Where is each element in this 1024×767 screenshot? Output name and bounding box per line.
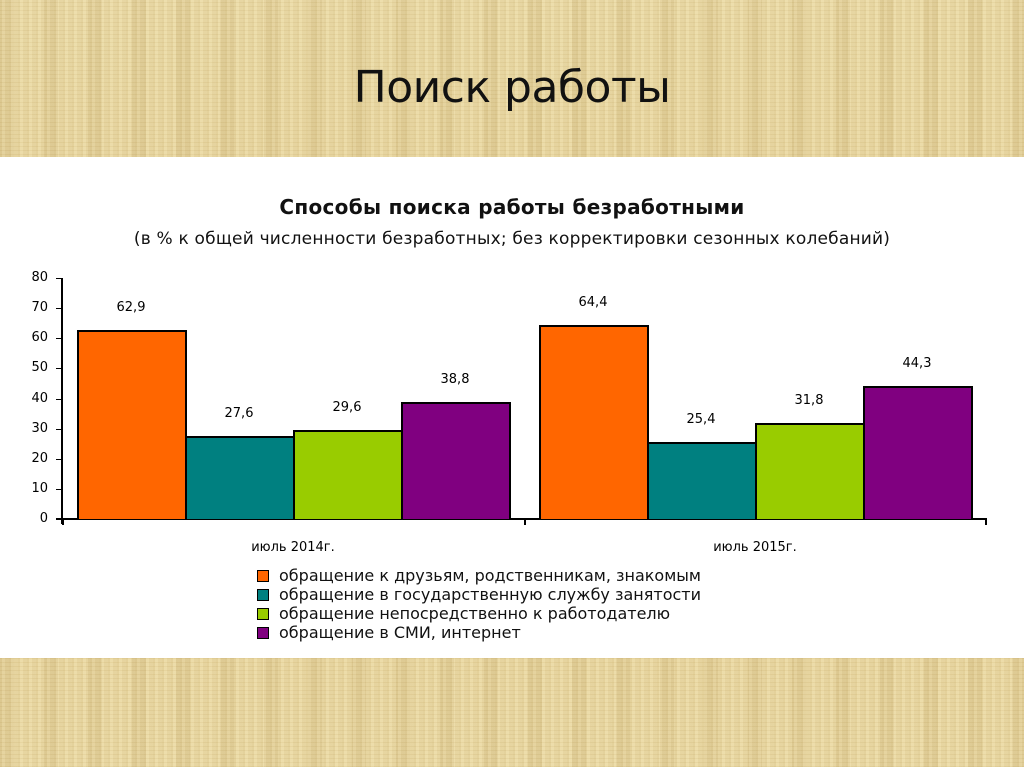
- bar-1-2: [185, 436, 295, 519]
- y-tick-label: 10: [31, 481, 48, 496]
- bar-value-label: 27,6: [224, 406, 254, 421]
- legend-swatch: [257, 588, 269, 601]
- y-axis: [61, 278, 63, 524]
- legend-item: обращение в СМИ, интернет: [257, 623, 701, 642]
- bar-1-1: [77, 330, 187, 519]
- legend-label: обращение к друзьям, родственникам, знак…: [279, 566, 701, 585]
- legend-label: обращение в государственную службу занят…: [279, 585, 702, 604]
- bar-2-4: [863, 386, 973, 519]
- y-tick-label: 30: [31, 421, 48, 436]
- y-tick-label: 60: [31, 330, 48, 345]
- y-tick: [56, 368, 62, 369]
- y-tick: [56, 278, 62, 279]
- legend-item: обращение в государственную службу занят…: [257, 585, 701, 604]
- legend-item: обращение непосредственно к работодателю: [257, 604, 701, 623]
- y-tick: [56, 459, 62, 460]
- category-label: июль 2015г.: [713, 540, 797, 555]
- x-axis: [56, 518, 987, 520]
- bar-value-label: 29,6: [332, 400, 362, 415]
- y-tick-label: 0: [39, 511, 48, 526]
- bar-1-3: [293, 430, 403, 519]
- y-tick: [56, 489, 62, 490]
- y-tick-label: 50: [31, 360, 48, 375]
- bar-2-3: [755, 423, 865, 519]
- legend-item: обращение к друзьям, родственникам, знак…: [257, 566, 701, 585]
- legend-swatch: [257, 626, 269, 639]
- slide-title: Поиск работы: [353, 62, 671, 113]
- legend-label: обращение в СМИ, интернет: [279, 623, 521, 642]
- chart-title: Способы поиска работы безработными: [279, 195, 745, 219]
- bar-1-4: [401, 402, 511, 519]
- y-tick: [56, 519, 62, 520]
- bar-2-2: [647, 442, 757, 519]
- legend-swatch: [257, 607, 269, 620]
- chart-subtitle: (в % к общей численности безработных; бе…: [133, 229, 891, 249]
- y-tick: [56, 399, 62, 400]
- legend-label: обращение непосредственно к работодателю: [279, 604, 671, 623]
- y-tick: [56, 308, 62, 309]
- x-tick: [62, 519, 64, 525]
- x-tick: [524, 519, 526, 525]
- x-tick: [985, 519, 987, 525]
- y-tick-label: 70: [31, 300, 48, 315]
- bar-value-label: 62,9: [116, 300, 146, 315]
- bar-value-label: 31,8: [794, 393, 824, 408]
- bar-value-label: 64,4: [578, 295, 608, 310]
- y-tick-label: 20: [31, 451, 48, 466]
- bar-value-label: 44,3: [902, 356, 932, 371]
- y-tick-label: 80: [31, 270, 48, 285]
- y-tick-label: 40: [31, 391, 48, 406]
- legend-swatch: [257, 569, 269, 582]
- bar-value-label: 25,4: [686, 412, 716, 427]
- bar-2-1: [539, 325, 649, 519]
- bar-value-label: 38,8: [440, 372, 470, 387]
- legend: обращение к друзьям, родственникам, знак…: [257, 566, 701, 642]
- category-label: июль 2014г.: [251, 540, 335, 555]
- y-tick: [56, 429, 62, 430]
- y-tick: [56, 338, 62, 339]
